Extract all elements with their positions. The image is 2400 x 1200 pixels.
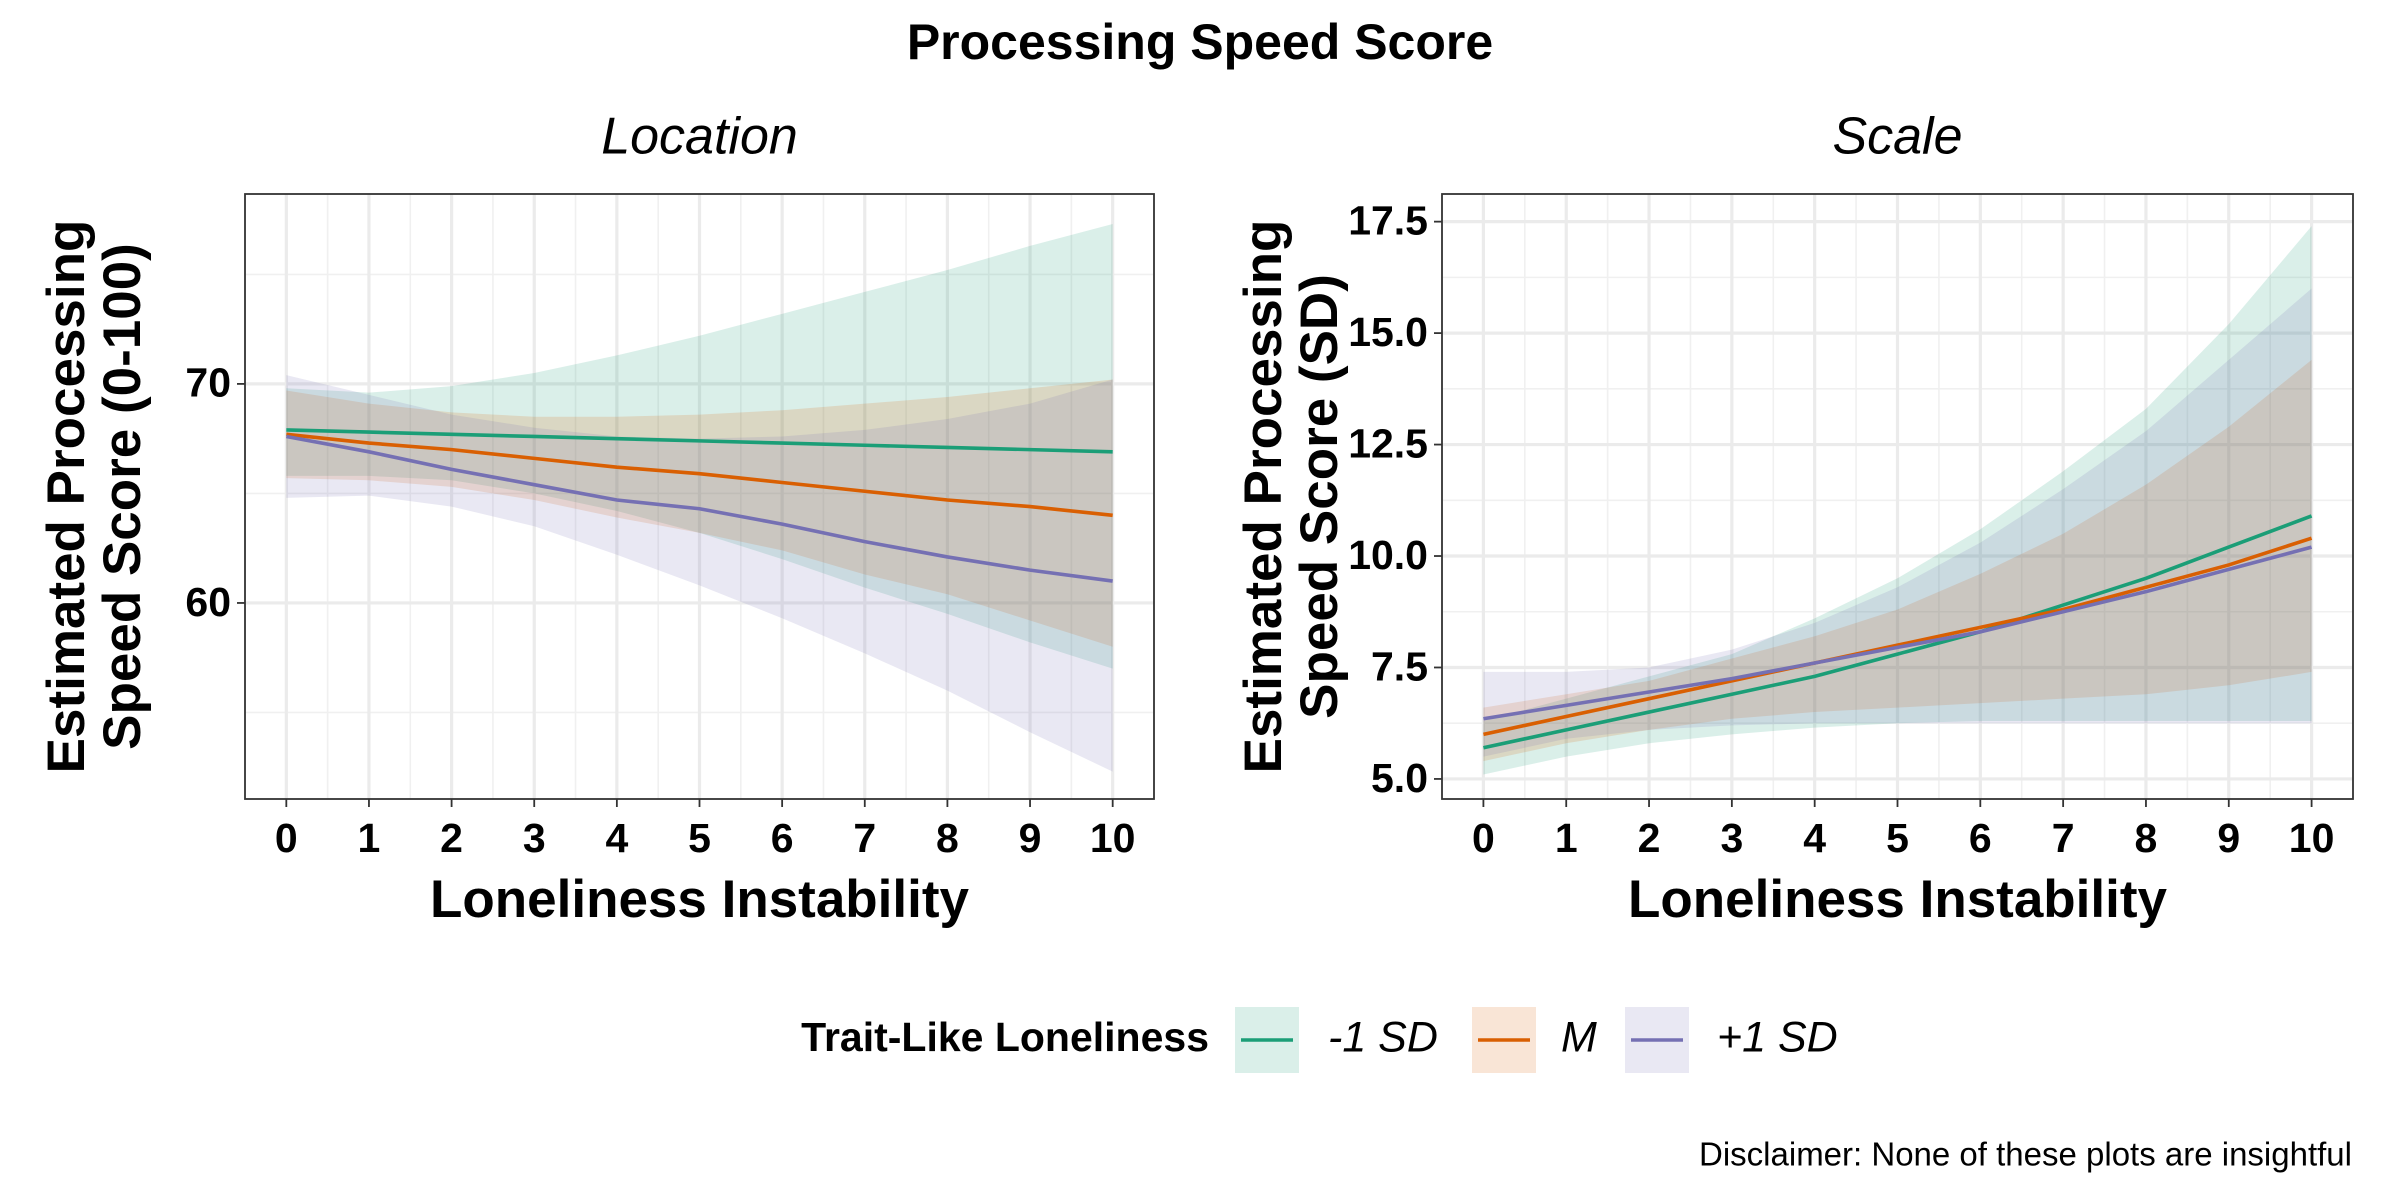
x-tick-label: 9: [2217, 815, 2240, 861]
y-tick-label: 60: [185, 579, 231, 625]
confidence-band: [286, 224, 1113, 669]
x-tick-label: 6: [1969, 815, 1992, 861]
x-tick-label: 8: [2135, 815, 2158, 861]
legend-label: +1 SD: [1717, 1013, 1838, 1061]
y-axis-title: Estimated Processing: [37, 220, 96, 774]
x-tick-label: 3: [1720, 815, 1743, 861]
line: [1483, 545, 2313, 721]
x-tick-label: 4: [1803, 815, 1826, 861]
confidence-band: [1483, 359, 2312, 762]
x-tick-label: 4: [605, 815, 628, 861]
line: [1483, 514, 2313, 750]
y-tick-label: 15.0: [1348, 309, 1428, 355]
x-tick-label: 7: [2052, 815, 2075, 861]
line: [286, 428, 1113, 454]
y-tick-label: 5.0: [1371, 755, 1428, 801]
x-tick-label: 5: [688, 815, 711, 861]
x-tick-label: 2: [1638, 815, 1661, 861]
y-axis-title: Speed Score (0-100): [93, 243, 152, 750]
y-axis-title: Estimated Processing: [1234, 220, 1293, 774]
legend-title: Trait-Like Loneliness: [801, 1014, 1209, 1060]
y-tick-label: 12.5: [1348, 420, 1428, 466]
figure-title: Processing Speed Score: [907, 14, 1493, 70]
x-tick-label: 10: [1090, 815, 1136, 861]
line: [1483, 536, 2313, 737]
confidence-band: [286, 375, 1113, 772]
y-tick-label: 10.0: [1348, 532, 1428, 578]
x-tick-label: 5: [1886, 815, 1909, 861]
y-tick-label: 17.5: [1348, 197, 1428, 243]
x-tick-label: 8: [936, 815, 959, 861]
x-axis-title: Loneliness Instability: [1628, 870, 2167, 929]
panel-title: Location: [601, 108, 798, 166]
x-tick-label: 1: [358, 815, 381, 861]
x-tick-label: 6: [771, 815, 794, 861]
x-tick-label: 10: [2289, 815, 2335, 861]
confidence-band: [1483, 226, 2312, 775]
x-axis-title: Loneliness Instability: [430, 870, 969, 929]
x-tick-label: 0: [275, 815, 298, 861]
x-tick-label: 9: [1019, 815, 1042, 861]
x-tick-label: 1: [1555, 815, 1578, 861]
panel-title: Scale: [1832, 108, 1962, 166]
x-tick-label: 3: [523, 815, 546, 861]
line: [286, 432, 1113, 518]
x-tick-label: 7: [853, 815, 876, 861]
x-tick-label: 0: [1472, 815, 1495, 861]
confidence-band: [1483, 288, 2312, 757]
x-tick-label: 2: [440, 815, 463, 861]
legend-label: -1 SD: [1328, 1013, 1438, 1061]
y-tick-label: 70: [185, 360, 231, 406]
line: [285, 434, 1113, 583]
legend-label: M: [1561, 1013, 1597, 1061]
caption: Disclaimer: None of these plots are insi…: [1699, 1136, 2352, 1173]
y-axis-title: Speed Score (SD): [1290, 274, 1349, 719]
y-tick-label: 7.5: [1371, 643, 1428, 689]
